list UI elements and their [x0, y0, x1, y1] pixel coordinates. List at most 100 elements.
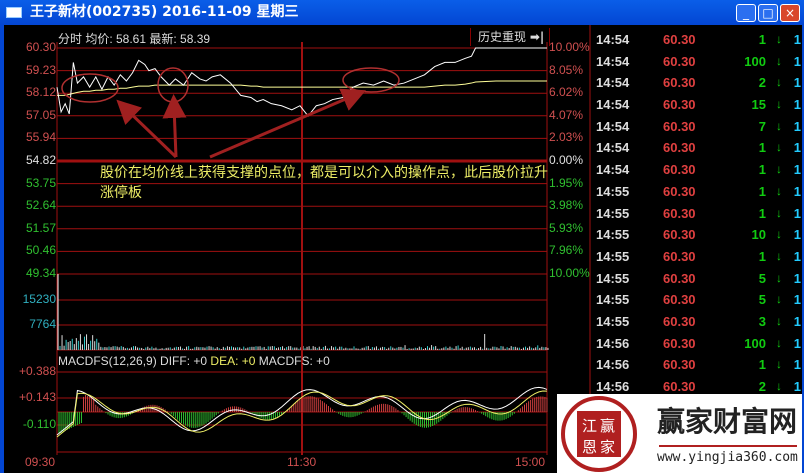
tick-price: 60.30: [663, 248, 696, 264]
annotation-arrow: [209, 88, 367, 159]
down-arrow-icon: ↓: [776, 379, 782, 393]
tick-row: 14:54 60.30 7 ↓ 1: [591, 116, 804, 138]
tick-time: 14:56: [596, 335, 630, 351]
percent-axis-label: 1.95%: [549, 175, 584, 190]
price-axis-label: 55.94: [25, 130, 56, 145]
tick-price: 60.30: [663, 227, 696, 243]
macd-header: MACDFS(12,26,9) DIFF: +0 DEA: +0 MACDFS:…: [58, 354, 330, 368]
tick-count: 1: [793, 335, 801, 351]
tick-volume: 100: [744, 335, 766, 351]
tick-volume: 1: [758, 357, 766, 373]
macd-diff: DIFF: +0: [160, 354, 208, 368]
tick-count: 1: [793, 357, 801, 373]
tick-time: 14:54: [596, 32, 630, 47]
svg-text:家: 家: [600, 438, 615, 456]
tick-count: 1: [793, 162, 801, 178]
average-price-line: [57, 80, 547, 96]
annotation-arrow: [116, 99, 178, 159]
down-arrow-icon: ↓: [776, 248, 782, 263]
tick-count: 1: [793, 118, 801, 134]
tick-time: 14:54: [596, 53, 630, 69]
tick-volume: 5: [758, 270, 766, 286]
window-frame: [0, 25, 4, 473]
svg-text:江: 江: [582, 417, 597, 435]
tick-time: 14:55: [596, 292, 630, 308]
tick-time: 14:55: [596, 227, 630, 243]
tick-count: 1: [793, 313, 801, 329]
tick-time: 14:54: [596, 97, 630, 113]
tick-count: 1: [793, 270, 801, 286]
tick-list[interactable]: 14:54 60.30 1 ↓ 1 14:54 60.30 100 ↓ 1 14:54 60.30 2 ↓…: [591, 29, 804, 419]
price-axis-label: 51.57: [25, 220, 56, 235]
percent-axis-label: 6.02%: [549, 85, 584, 100]
macd-axis-label: -0.110: [22, 417, 56, 431]
tick-volume: 1: [758, 248, 766, 264]
tick-count: 1: [793, 205, 801, 221]
chart-info: 分时 均价: 58.61 最新: 58.39: [58, 32, 211, 46]
price-axis-label: 59.23: [25, 62, 56, 77]
tick-row: 14:55 60.30 1 ↓ 1: [591, 246, 804, 268]
down-arrow-icon: ↓: [776, 53, 782, 68]
tick-row: 14:55 60.30 10 ↓ 1: [591, 224, 804, 246]
tick-row: 14:54 60.30 1 ↓ 1: [591, 29, 804, 51]
tick-count: 1: [793, 32, 801, 47]
price-axis-label: 57.05: [25, 107, 56, 122]
price-axis-label: 54.82: [25, 153, 56, 167]
tick-count: 1: [793, 183, 801, 199]
close-button[interactable]: ×: [780, 4, 800, 22]
tick-price: 60.30: [663, 292, 696, 308]
price-axis-label: 60.30: [25, 40, 56, 54]
tick-row: 14:54 60.30 2 ↓ 1: [591, 72, 804, 94]
price-line: [56, 47, 547, 117]
tick-price: 60.30: [663, 162, 696, 178]
tick-count: 1: [793, 140, 801, 156]
watermark-logo: 江赢 恩家 赢家财富网 www.yingjia360.com: [557, 394, 802, 473]
svg-text:恩: 恩: [582, 438, 597, 456]
minimize-button[interactable]: _: [736, 4, 756, 22]
tick-volume: 7: [758, 118, 766, 134]
tick-count: 1: [793, 292, 801, 308]
tick-row: 14:55 60.30 3 ↓ 1: [591, 311, 804, 333]
macd-axis-label: +0.143: [18, 390, 56, 404]
tick-volume: 10: [751, 227, 766, 243]
down-arrow-icon: ↓: [776, 32, 782, 46]
tick-time: 14:56: [596, 379, 630, 394]
down-arrow-icon: ↓: [776, 75, 782, 90]
history-replay-label: 历史重现: [478, 30, 527, 44]
tick-row: 14:54 60.30 1 ↓ 1: [591, 137, 804, 159]
tick-time: 14:54: [596, 118, 630, 134]
tick-row: 14:55 60.30 5 ↓ 1: [591, 289, 804, 311]
tick-count: 1: [793, 227, 801, 243]
macd-axis-label: +0.388: [18, 364, 56, 378]
logo-name: 赢家财富网: [657, 405, 798, 438]
time-axis-label: 11:30: [287, 455, 317, 469]
down-arrow-icon: ↓: [776, 227, 782, 242]
tick-volume: 1: [758, 162, 766, 178]
down-arrow-icon: ↓: [776, 313, 782, 328]
highlight-ellipse: [342, 67, 400, 93]
tick-time: 14:54: [596, 75, 630, 91]
tick-time: 14:55: [596, 205, 630, 221]
tick-volume: 1: [758, 140, 766, 156]
maximize-button[interactable]: □: [758, 4, 778, 22]
tick-volume: 2: [758, 379, 766, 394]
tick-volume: 5: [758, 292, 766, 308]
down-arrow-icon: ↓: [776, 118, 782, 133]
history-replay-button[interactable]: 历史重现 ➡|: [470, 28, 550, 46]
percent-axis-label: 7.96%: [549, 243, 584, 258]
price-axis-label: 53.75: [25, 175, 56, 190]
tick-price: 60.30: [663, 357, 696, 373]
window-title-bar: 王子新材(002735) 2016-11-09 星期三: [0, 0, 804, 25]
tick-row: 14:55 60.30 1 ↓ 1: [591, 181, 804, 203]
tick-volume: 2: [758, 75, 766, 91]
down-arrow-icon: ↓: [776, 335, 782, 350]
tick-time: 14:55: [596, 313, 630, 329]
tick-row: 14:54 60.30 100 ↓ 1: [591, 51, 804, 73]
tick-time: 14:56: [596, 357, 630, 373]
tick-row: 14:55 60.30 5 ↓ 1: [591, 268, 804, 290]
macd-dea-line: [56, 390, 548, 438]
time-axis-label: 09:30: [25, 455, 56, 469]
tick-volume: 3: [758, 313, 766, 329]
tick-time: 14:55: [596, 183, 630, 199]
